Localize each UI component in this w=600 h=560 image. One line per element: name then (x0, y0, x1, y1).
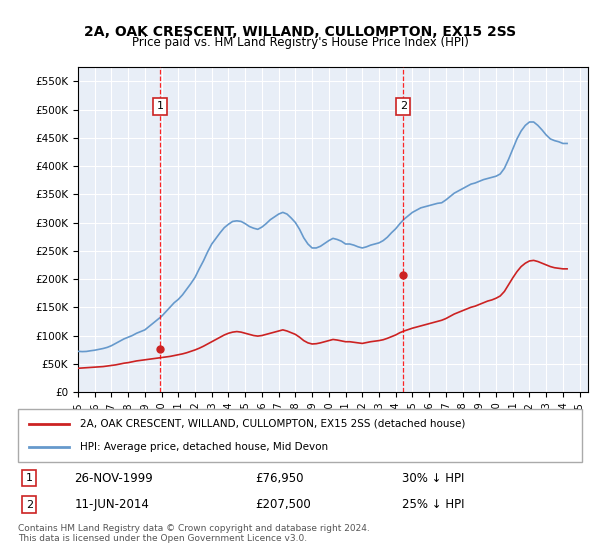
Text: 11-JUN-2014: 11-JUN-2014 (74, 498, 149, 511)
Text: 30% ↓ HPI: 30% ↓ HPI (401, 472, 464, 484)
Text: HPI: Average price, detached house, Mid Devon: HPI: Average price, detached house, Mid … (80, 442, 328, 452)
Text: 2: 2 (26, 500, 33, 510)
Text: 26-NOV-1999: 26-NOV-1999 (74, 472, 153, 484)
Text: 2A, OAK CRESCENT, WILLAND, CULLOMPTON, EX15 2SS (detached house): 2A, OAK CRESCENT, WILLAND, CULLOMPTON, E… (80, 419, 466, 429)
FancyBboxPatch shape (18, 409, 582, 462)
Text: 1: 1 (26, 473, 33, 483)
Text: Price paid vs. HM Land Registry's House Price Index (HPI): Price paid vs. HM Land Registry's House … (131, 36, 469, 49)
Text: £207,500: £207,500 (255, 498, 311, 511)
Text: 2A, OAK CRESCENT, WILLAND, CULLOMPTON, EX15 2SS: 2A, OAK CRESCENT, WILLAND, CULLOMPTON, E… (84, 25, 516, 39)
Text: £76,950: £76,950 (255, 472, 304, 484)
Text: Contains HM Land Registry data © Crown copyright and database right 2024.
This d: Contains HM Land Registry data © Crown c… (18, 524, 370, 543)
Text: 2: 2 (400, 101, 407, 111)
Text: 1: 1 (157, 101, 163, 111)
Text: 25% ↓ HPI: 25% ↓ HPI (401, 498, 464, 511)
